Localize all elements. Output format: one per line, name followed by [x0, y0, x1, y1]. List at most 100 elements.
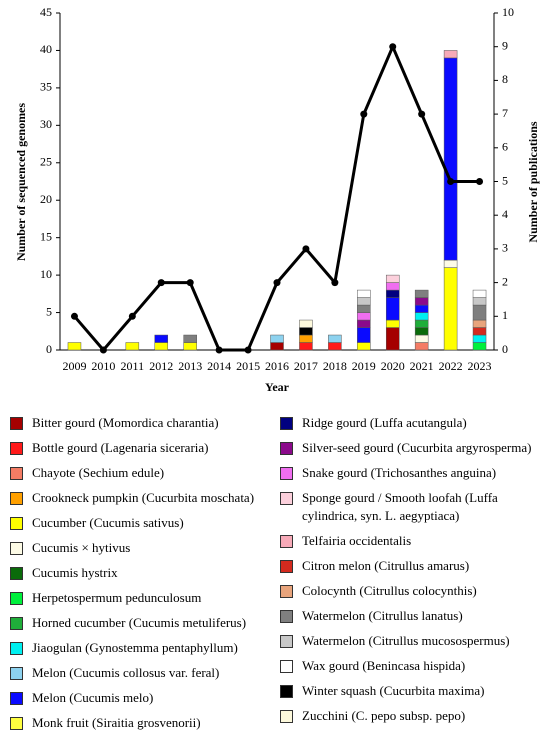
line-marker: [186, 279, 194, 287]
x-tick-label: 2015: [236, 359, 260, 373]
x-tick-label: 2010: [91, 359, 115, 373]
bar-segment: [270, 334, 284, 343]
bar-segment: [270, 342, 284, 351]
y-tick-label: 15: [40, 229, 52, 243]
x-tick-label: 2022: [439, 359, 463, 373]
y-tick-label: 25: [40, 155, 52, 169]
bar-segment: [299, 334, 313, 343]
legend-label: Bottle gourd (Lagenaria siceraria): [32, 440, 209, 455]
line-marker: [157, 279, 165, 287]
bar-segment: [472, 297, 487, 306]
line-marker: [128, 312, 136, 320]
legend-swatch: [280, 442, 293, 455]
legend-swatch: [280, 560, 293, 573]
chart: Number of sequenced genomes Number of pu…: [14, 5, 540, 394]
y-axis-title: Number of sequenced genomes: [14, 103, 28, 261]
legend-swatch: [280, 467, 293, 480]
legend-item: Bitter gourd (Momordica charantia): [8, 414, 270, 432]
legend-label: Colocynth (Citrullus colocynthis): [302, 583, 477, 598]
y2-tick-label: 5: [502, 173, 508, 187]
legend-item: Wax gourd (Benincasa hispida): [278, 657, 550, 675]
x-tick-label: 2013: [178, 359, 202, 373]
legend-item: Crookneck pumpkin (Cucurbita moschata): [8, 489, 270, 507]
bar-segment: [414, 289, 429, 298]
legend-label: Telfairia occidentalis: [302, 533, 412, 548]
x-tick-label: 2019: [352, 359, 376, 373]
legend-label: Monk fruit (Siraitia grosvenorii): [32, 715, 201, 730]
bar-segment: [414, 304, 429, 313]
y-tick-label: 45: [40, 5, 52, 19]
legend-item: Chayote (Sechium edule): [8, 464, 270, 482]
bar-segment: [357, 304, 371, 313]
legend-swatch: [10, 492, 23, 505]
x-tick-label: 2020: [381, 359, 405, 373]
legend-label: Melon (Cucumis melo): [32, 690, 154, 705]
bar-segment: [357, 319, 371, 328]
y-tick-label: 5: [46, 304, 52, 318]
bar-segment: [154, 334, 169, 343]
legend-swatch: [10, 517, 23, 530]
line-marker: [70, 312, 78, 320]
line-marker: [215, 346, 223, 354]
bar-segment: [385, 282, 400, 291]
legend-item: Colocynth (Citrullus colocynthis): [278, 582, 550, 600]
legend-label: Crookneck pumpkin (Cucurbita moschata): [32, 490, 255, 505]
legend-item: Snake gourd (Trichosanthes anguina): [278, 464, 550, 482]
y2-tick-label: 0: [502, 342, 508, 356]
y-tick-label: 10: [40, 267, 52, 281]
legend-label: Citron melon (Citrullus amarus): [302, 558, 470, 573]
bar-segment: [385, 297, 400, 321]
bar-segment: [154, 342, 169, 351]
legend-label: Wax gourd (Benincasa hispida): [302, 658, 466, 673]
bar-segment: [385, 319, 400, 328]
x-tick-label: 2016: [265, 359, 289, 373]
y2-axis-title: Number of publications: [526, 121, 540, 242]
y2-tick-label: 7: [502, 106, 508, 120]
bar-segment: [472, 289, 487, 298]
legend-column: Bitter gourd (Momordica charantia) Bottle…: [0, 414, 270, 739]
legend-label: Chayote (Sechium edule): [32, 465, 165, 480]
legend-label: Watermelon (Citrullus lanatus): [302, 608, 463, 623]
bar-segment: [385, 289, 400, 298]
legend-label: Horned cucumber (Cucumis metuliferus): [32, 615, 247, 630]
legend-item: Herpetospermum pedunculosum: [8, 589, 270, 607]
x-tick-label: 2012: [149, 359, 173, 373]
x-tick-label: 2017: [294, 359, 318, 373]
legend-item: Jiaogulan (Gynostemma pentaphyllum): [8, 639, 270, 657]
legend-item: Melon (Cucumis collosus var. feral): [8, 664, 270, 682]
legend-swatch: [280, 610, 293, 623]
legend-label: Jiaogulan (Gynostemma pentaphyllum): [32, 640, 238, 655]
legend-item: Citron melon (Citrullus amarus): [278, 557, 550, 575]
legend-item: Horned cucumber (Cucumis metuliferus): [8, 614, 270, 632]
legend-swatch: [10, 717, 23, 730]
legend-item: Telfairia occidentalis: [278, 532, 550, 550]
legend-item: Watermelon (Citrullus lanatus): [278, 607, 550, 625]
legend-item: Cucumis hystrix: [8, 564, 270, 582]
y-tick-label: 35: [40, 80, 52, 94]
legend-item: Cucumis × hytivus: [8, 539, 270, 557]
legend-swatch: [280, 492, 293, 505]
legend-label: Cucumis hystrix: [32, 565, 118, 580]
legend-item: Monk fruit (Siraitia grosvenorii): [8, 714, 270, 732]
legend-swatch: [280, 635, 293, 648]
bar-segment: [443, 259, 458, 268]
y2-tick-label: 6: [502, 140, 508, 154]
bar-segment: [328, 342, 342, 351]
line-marker: [447, 178, 455, 185]
legend-label: Winter squash (Cucurbita maxima): [302, 683, 485, 698]
bar-segment: [472, 304, 487, 321]
bar-segment: [472, 319, 487, 328]
bar-segment: [125, 342, 140, 351]
legend-item: Watermelon (Citrullus mucosospermus): [278, 632, 550, 650]
y2-tick-label: 10: [502, 5, 514, 19]
legend-item: Winter squash (Cucurbita maxima): [278, 682, 550, 700]
bar-segment: [328, 334, 342, 343]
bar-segment: [357, 289, 371, 298]
legend-swatch: [280, 685, 293, 698]
legend-item: Bottle gourd (Lagenaria siceraria): [8, 439, 270, 457]
bar-segment: [443, 50, 458, 59]
line-marker: [360, 110, 368, 118]
legend-swatch: [10, 667, 23, 680]
bar-segment: [183, 334, 197, 343]
x-tick-label: 2023: [468, 359, 492, 373]
